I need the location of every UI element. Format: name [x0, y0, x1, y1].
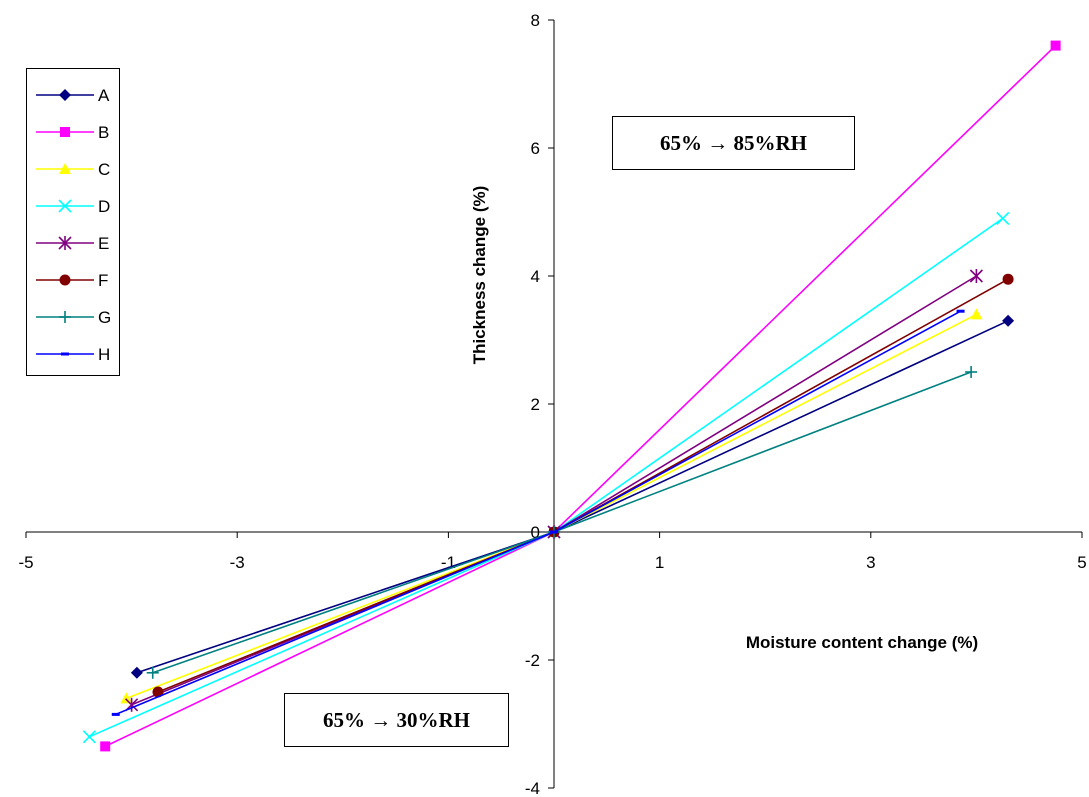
legend-label: H: [98, 345, 111, 364]
x-axis-title: Moisture content change (%): [746, 633, 978, 652]
legend-label: C: [98, 160, 111, 179]
legend-swatch: [36, 199, 94, 213]
legend-label: B: [98, 123, 110, 142]
series-line-A: [136, 320, 1009, 674]
series-line-G: [152, 371, 972, 674]
legend-item-C: C: [27, 158, 121, 180]
data-point-B: [100, 741, 111, 752]
data-point-G: [965, 366, 978, 378]
series-G: [146, 366, 978, 679]
legend-swatch: [36, 89, 94, 101]
legend-item-F: F: [27, 269, 121, 291]
data-point-G: [146, 666, 159, 679]
data-point-D: [996, 211, 1010, 225]
annotation-30rh: 65% → 30%RH: [284, 693, 509, 747]
series-A: [130, 314, 1015, 679]
legend-item-A: A: [27, 84, 121, 106]
y-axis-title: Thickness change (%): [470, 186, 489, 365]
legend-swatch: [36, 163, 94, 174]
legend-swatch: [36, 274, 94, 286]
y-tick-label: -4: [525, 779, 540, 797]
legend-marker: [59, 163, 71, 174]
legend-item-G: G: [27, 306, 121, 328]
y-tick-label: 6: [531, 139, 540, 158]
legend-label: A: [98, 86, 110, 105]
legend-label: D: [98, 197, 111, 216]
legend-swatch: [36, 236, 94, 250]
data-point-F: [152, 686, 164, 698]
y-tick-label: 2: [531, 395, 540, 414]
y-tick-label: -2: [525, 651, 540, 670]
annotation-85rh: 65% → 85%RH: [612, 116, 855, 170]
data-point-H: [550, 530, 558, 534]
data-point-B: [1050, 40, 1061, 51]
legend-item-E: E: [27, 232, 121, 254]
data-point-C: [970, 308, 983, 320]
series-layer: [82, 40, 1061, 752]
series-H: [111, 309, 965, 716]
legend-marker: [58, 236, 72, 250]
data-point-H: [956, 309, 965, 313]
x-tick-label: 1: [655, 553, 664, 572]
data-point-F: [1002, 273, 1014, 285]
legend-item-D: D: [27, 195, 121, 217]
legend-label: E: [98, 234, 110, 253]
legend-swatch: [36, 311, 94, 323]
legend-item-H: H: [27, 343, 121, 365]
data-point-D: [82, 730, 96, 744]
data-point-C: [120, 692, 133, 704]
data-point-A: [130, 666, 143, 679]
legend-item-B: B: [27, 121, 121, 143]
legend-label: G: [98, 308, 112, 327]
data-point-H: [111, 712, 120, 716]
y-tick-label: 4: [531, 267, 540, 286]
x-tick-label: -3: [230, 553, 245, 572]
y-tick-label: 8: [531, 11, 540, 30]
y-tick-label: 0: [531, 523, 540, 542]
data-point-A: [1002, 314, 1015, 327]
series-line-F: [157, 278, 1009, 693]
legend-swatch: [36, 127, 94, 137]
legend-marker: [60, 127, 70, 137]
x-tick-label: -5: [18, 553, 33, 572]
legend-label: F: [98, 271, 109, 290]
x-tick-label: 3: [866, 553, 875, 572]
legend-marker: [59, 311, 71, 323]
series-D: [82, 211, 1010, 744]
legend-marker: [61, 352, 69, 356]
legend-marker: [59, 274, 71, 286]
x-tick-label: 5: [1077, 553, 1086, 572]
legend-marker: [58, 199, 72, 213]
legend-swatch: [36, 352, 94, 356]
legend-marker: [59, 89, 71, 101]
data-point-E: [969, 269, 983, 283]
